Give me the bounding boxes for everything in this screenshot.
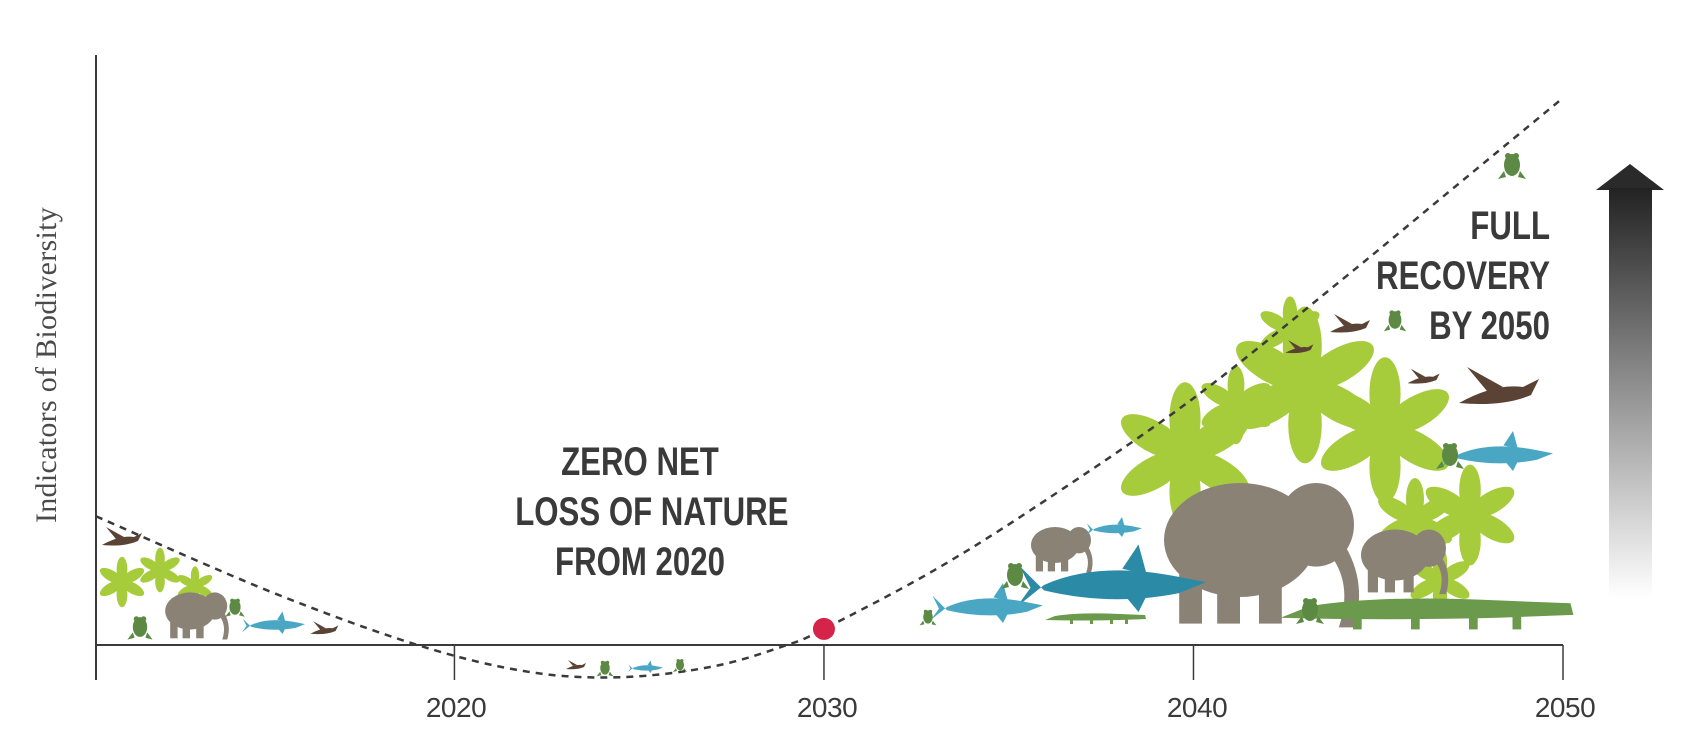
shark-medium	[931, 583, 1043, 623]
x-tick-label: 2020	[425, 692, 487, 723]
x-tick-label: 2030	[796, 692, 858, 723]
x-tick-label: 2040	[1166, 692, 1228, 723]
upward-arrow-gradient	[1609, 188, 1652, 598]
annotation-line: FULL	[1470, 204, 1550, 248]
elephant-small-left	[165, 592, 229, 640]
frog-left	[127, 616, 153, 640]
annotation-line: BY 2050	[1429, 304, 1550, 348]
x-tick-marks	[453, 645, 1564, 680]
annotation-full-recovery: FULL RECOVERY BY 2050	[1347, 201, 1550, 351]
crocodile-right	[1280, 598, 1574, 630]
tiny-animals-bottom	[628, 660, 663, 673]
x-tick-label: 2050	[1534, 692, 1596, 723]
annotation-zero-net-loss: ZERO NET LOSS OF NATURE FROM 2020	[515, 437, 789, 587]
annotation-line: FROM 2020	[555, 540, 725, 584]
annotation-line: ZERO NET	[561, 440, 719, 484]
annotation-line: RECOVERY	[1376, 254, 1550, 298]
crocodile-small	[1045, 613, 1146, 624]
highlight-point-2030	[812, 617, 835, 640]
biodiversity-trend-curve	[95, 96, 1564, 679]
elephant-small-mid	[1031, 527, 1093, 573]
shark-small-left	[242, 611, 305, 634]
annotation-line: LOSS OF NATURE	[515, 490, 789, 534]
y-axis-label: Indicators of Biodiversity	[30, 206, 63, 524]
upward-arrow-icon	[1596, 164, 1664, 190]
